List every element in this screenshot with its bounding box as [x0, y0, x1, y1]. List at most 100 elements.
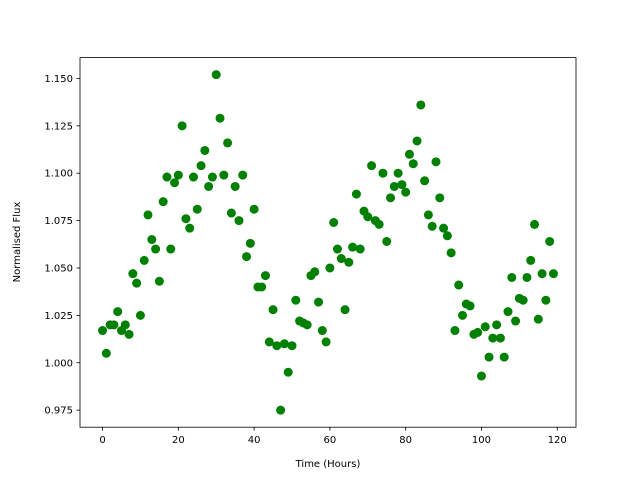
- data-point: [495, 333, 505, 343]
- data-point: [518, 295, 528, 305]
- data-point: [151, 244, 161, 254]
- data-point: [374, 219, 384, 229]
- data-point: [158, 197, 168, 207]
- data-point: [147, 235, 157, 245]
- data-point: [268, 305, 278, 315]
- data-point: [473, 327, 483, 337]
- data-point: [442, 231, 452, 241]
- data-point: [393, 168, 403, 178]
- x-tick-label: 60: [324, 435, 337, 446]
- data-point: [139, 255, 149, 265]
- data-points: [98, 70, 558, 415]
- data-point: [302, 320, 312, 330]
- data-point: [397, 180, 407, 190]
- data-point: [537, 269, 547, 279]
- x-tick-label: 120: [548, 435, 567, 446]
- data-point: [412, 136, 422, 146]
- data-point: [545, 236, 555, 246]
- data-point: [507, 272, 517, 282]
- data-point: [329, 217, 339, 227]
- data-point: [332, 244, 342, 254]
- data-point: [162, 172, 172, 182]
- data-point: [109, 320, 119, 330]
- y-tick-label: 1.000: [44, 358, 73, 369]
- data-point: [336, 254, 346, 264]
- data-point: [355, 244, 365, 254]
- data-point: [321, 337, 331, 347]
- data-point: [344, 257, 354, 267]
- y-tick-label: 1.050: [44, 263, 73, 274]
- data-point: [177, 121, 187, 131]
- data-point: [458, 310, 468, 320]
- data-point: [404, 149, 414, 159]
- data-point: [348, 242, 358, 252]
- data-point: [113, 307, 123, 317]
- x-tick-label: 100: [472, 435, 491, 446]
- x-tick-label: 0: [99, 435, 105, 446]
- data-point: [101, 348, 111, 358]
- data-point: [435, 193, 445, 203]
- data-point: [340, 305, 350, 315]
- data-point: [533, 314, 543, 324]
- data-point: [173, 170, 183, 180]
- data-point: [351, 189, 361, 199]
- data-point: [276, 405, 286, 415]
- data-point: [530, 219, 540, 229]
- data-point: [143, 210, 153, 220]
- data-point: [367, 161, 377, 171]
- data-point: [188, 172, 198, 182]
- data-point: [420, 176, 430, 186]
- data-point: [427, 221, 437, 231]
- data-point: [291, 295, 301, 305]
- data-point: [488, 333, 498, 343]
- data-point: [522, 272, 532, 282]
- y-tick-label: 1.075: [44, 216, 73, 227]
- data-point: [260, 271, 270, 281]
- y-tick-label: 0.975: [44, 406, 73, 417]
- data-point: [401, 187, 411, 197]
- y-axis-label: Normalised Flux: [12, 202, 23, 283]
- data-point: [378, 168, 388, 178]
- data-point: [389, 181, 399, 191]
- y-tick-label: 1.025: [44, 311, 73, 322]
- data-point: [230, 181, 240, 191]
- data-point: [245, 238, 255, 248]
- data-point: [166, 244, 176, 254]
- data-point: [132, 278, 142, 288]
- data-point: [279, 339, 289, 349]
- data-point: [526, 255, 536, 265]
- x-tick-label: 20: [172, 435, 185, 446]
- data-point: [238, 170, 248, 180]
- data-point: [484, 352, 494, 362]
- data-point: [386, 193, 396, 203]
- data-point: [382, 236, 392, 246]
- data-point: [283, 367, 293, 377]
- data-point: [124, 329, 134, 339]
- data-point: [264, 337, 274, 347]
- data-point: [181, 214, 191, 224]
- data-point: [257, 282, 267, 292]
- data-point: [450, 326, 460, 336]
- data-point: [234, 216, 244, 226]
- x-tick-label: 80: [399, 435, 412, 446]
- data-point: [431, 157, 441, 167]
- data-point: [242, 252, 252, 262]
- data-point: [317, 326, 327, 336]
- data-point: [446, 248, 456, 258]
- data-point: [476, 371, 486, 381]
- x-axis-label: Time (Hours): [295, 459, 361, 470]
- data-point: [499, 352, 509, 362]
- data-point: [249, 204, 259, 214]
- data-point: [219, 170, 229, 180]
- data-point: [170, 178, 180, 188]
- data-point: [492, 320, 502, 330]
- data-point: [207, 172, 217, 182]
- data-point: [310, 267, 320, 277]
- y-axis: 0.975 1.000 1.025 1.050 1.075 1.100 1.125 1.150: [44, 74, 80, 417]
- data-point: [223, 138, 233, 148]
- data-point: [98, 326, 108, 336]
- data-point: [204, 181, 214, 191]
- data-point: [120, 320, 130, 330]
- data-point: [363, 212, 373, 222]
- plot-frame: [79, 57, 577, 428]
